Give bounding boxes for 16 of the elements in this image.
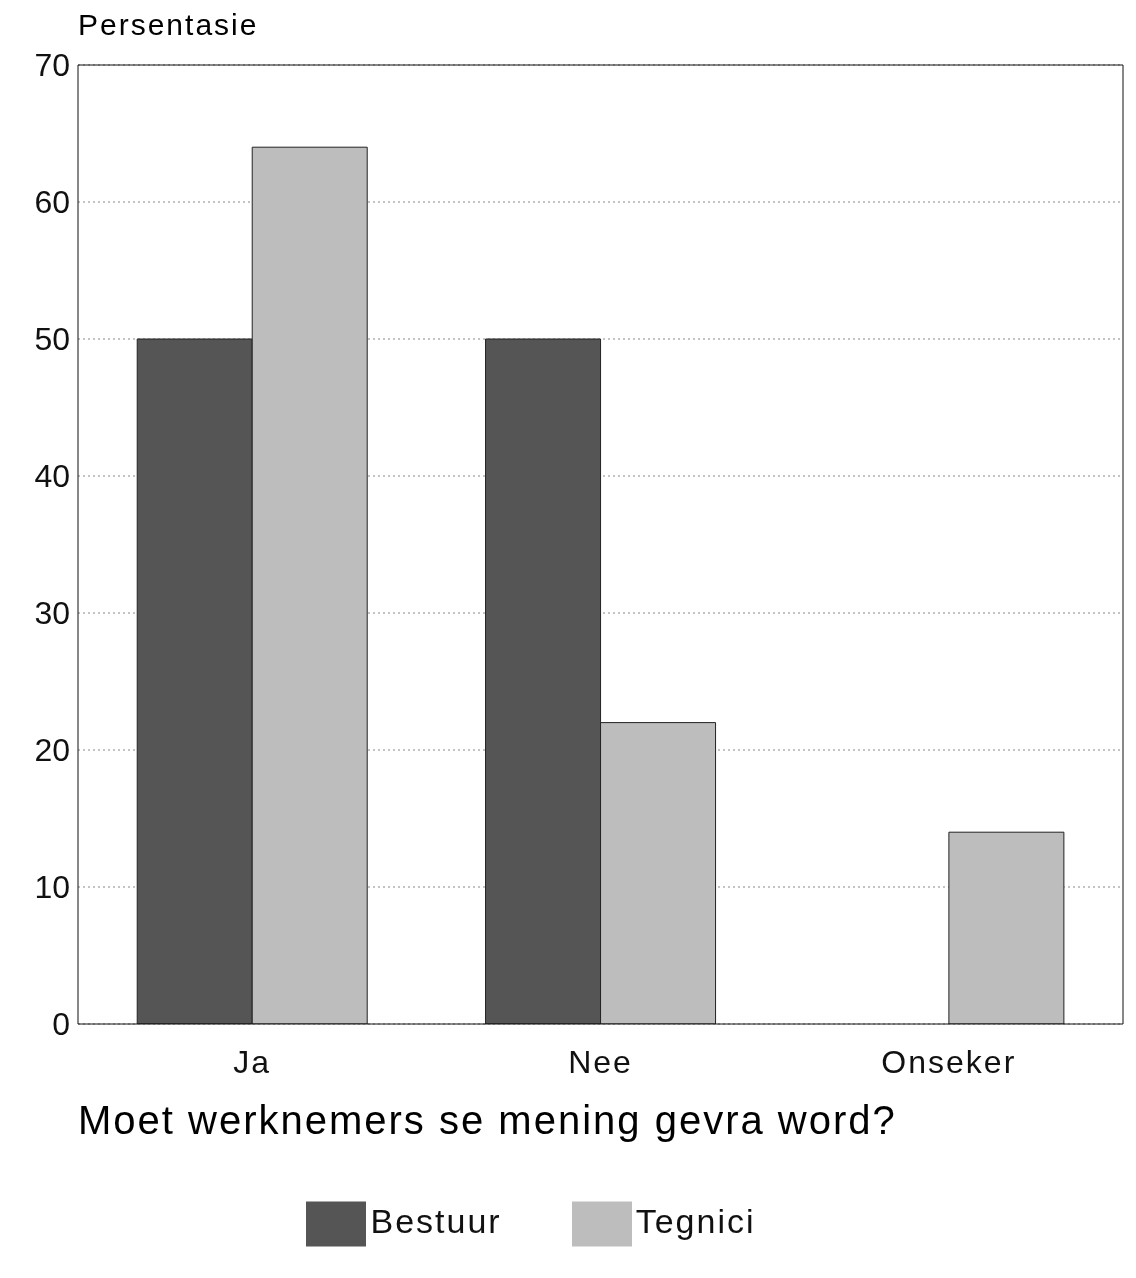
x-tick-label: Ja: [233, 1043, 272, 1080]
y-tick-label: 0: [52, 1006, 70, 1043]
legend-label: Tegnici: [635, 1201, 756, 1240]
x-tick-label: Onseker: [881, 1043, 1017, 1080]
y-tick-label: 10: [34, 869, 70, 906]
y-tick-label: 70: [34, 47, 70, 84]
y-axis-title: Persentasie: [78, 8, 260, 43]
y-tick-label: 50: [34, 321, 70, 358]
y-tick-label: 30: [34, 595, 70, 632]
x-tick-label: Nee: [568, 1043, 633, 1080]
y-tick-label: 20: [34, 732, 70, 769]
x-axis-title: Moet werknemers se mening gevra word?: [78, 1098, 897, 1143]
legend-label: Bestuur: [370, 1201, 502, 1240]
bar: [948, 831, 1065, 1024]
y-tick-label: 40: [34, 458, 70, 495]
y-tick-label: 60: [34, 184, 70, 221]
